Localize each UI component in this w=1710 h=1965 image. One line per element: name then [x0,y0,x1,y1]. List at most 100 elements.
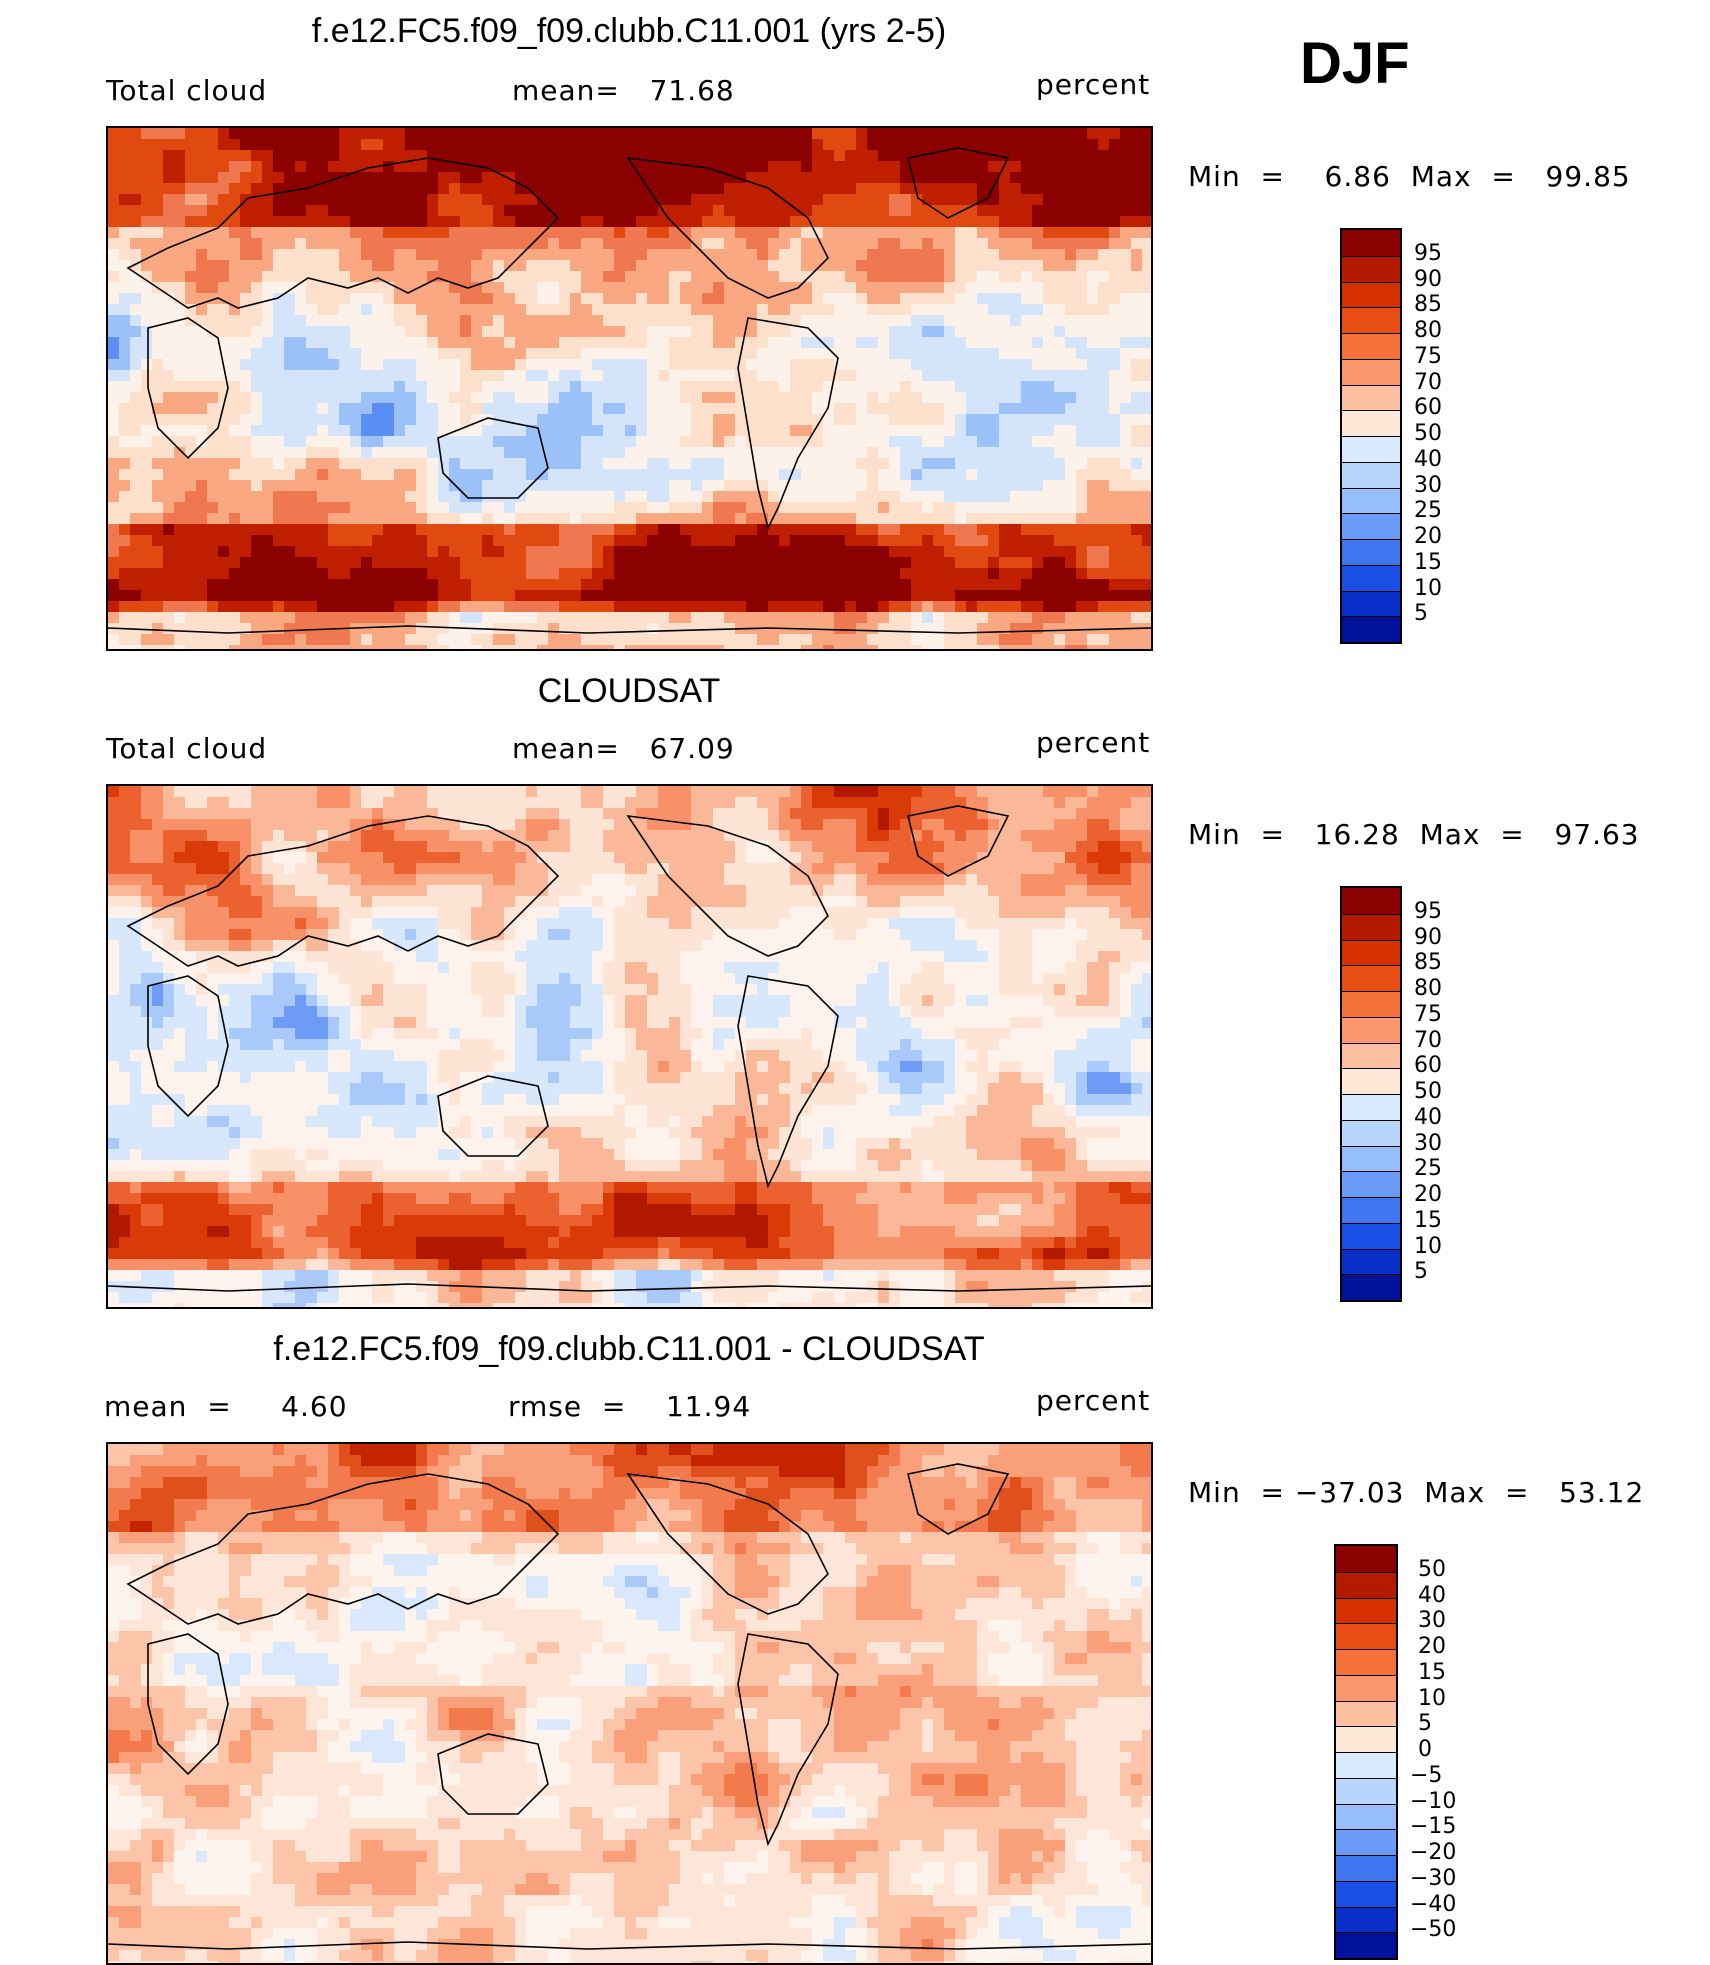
colorbar-tick-label: 10 [1414,1233,1442,1259]
colorbar-labels: 95 90 85 80 75 70 60 50 40 30 25 20 15 10 5 [1414,228,1534,640]
colorbar-segment [1342,539,1400,565]
colorbar [1334,1544,1398,1960]
colorbar-tick-label: 95 [1414,898,1442,924]
contour-field [108,1444,1151,1963]
colorbar-segment [1336,1932,1396,1958]
colorbar-tick-label: −50 [1410,1917,1457,1943]
colorbar-segment [1342,513,1400,539]
colorbar-tick-label: 20 [1414,1182,1442,1207]
colorbar-segment [1342,1068,1400,1094]
colorbar-tick-label: 30 [1418,1608,1446,1634]
colorbar-tick-label: 60 [1414,1053,1442,1079]
map-plot [106,784,1153,1309]
colorbar-tick-label: 70 [1414,369,1442,395]
colorbar-segment [1342,281,1400,308]
colorbar-tick-label: 70 [1414,1027,1442,1053]
colorbar-tick-label: 25 [1414,1156,1442,1182]
colorbar-tick-label: 50 [1414,1079,1442,1104]
colorbar-segment [1336,1777,1396,1804]
min-max-label: Min = 6.86 Max = 99.85 [1188,160,1631,193]
colorbar-tick-label: 60 [1414,395,1442,421]
mean-label: mean = 4.60 [104,1390,348,1423]
colorbar-tick-label: 5 [1414,601,1428,627]
colorbar-labels: 50 40 30 20 15 10 5 0 −5 −10 −15 −20 −30 −40 −50 [1410,1544,1538,1956]
colorbar-segment [1342,888,1400,914]
panel-title: f.e12.FC5.f09_f09.clubb.C11.001 - CLOUDS… [273,1330,985,1368]
colorbar-tick-label: 20 [1418,1634,1446,1659]
colorbar-tick-label: 15 [1414,549,1442,575]
colorbar-segment [1342,1248,1400,1275]
colorbar-segment [1336,1649,1396,1675]
colorbar-segment [1342,358,1400,385]
min-max-label: Min = −37.03 Max = 53.12 [1188,1476,1645,1509]
colorbar-segment [1336,1829,1396,1855]
panel-title: CLOUDSAT [537,672,721,710]
colorbar-tick-label: 30 [1414,1130,1442,1156]
colorbar-segment [1336,1674,1396,1701]
colorbar-tick-label: 10 [1418,1685,1446,1711]
colorbar-tick-label: 50 [1414,421,1442,446]
colorbar-tick-label: 5 [1414,1259,1428,1285]
colorbar-segment [1342,913,1400,940]
colorbar-tick-label: 75 [1414,343,1442,369]
variable-label: Total cloud [106,732,268,765]
colorbar-tick-label: 40 [1414,446,1442,472]
colorbar-segment [1342,1197,1400,1223]
colorbar-segment [1342,1094,1400,1120]
colorbar-segment [1342,991,1400,1017]
units-label: percent [1036,68,1151,101]
colorbar-tick-label: 75 [1414,1001,1442,1027]
colorbar-segment [1342,939,1400,966]
colorbar-tick-label: 10 [1414,575,1442,601]
colorbar-segment [1336,1752,1396,1778]
colorbar-segment [1342,307,1400,333]
colorbar-segment [1342,564,1400,591]
colorbar [1340,228,1402,644]
colorbar-segment [1342,333,1400,359]
colorbar [1340,886,1402,1302]
colorbar-segment [1336,1906,1396,1933]
mean-label: mean= 71.68 [512,74,735,107]
colorbar-tick-label: 20 [1414,524,1442,549]
colorbar-tick-label: 0 [1418,1737,1432,1762]
colorbar-tick-label: 90 [1414,266,1442,292]
colorbar-labels: 95 90 85 80 75 70 60 50 40 30 25 20 15 10 5 [1414,886,1534,1298]
colorbar-tick-label: −5 [1410,1762,1443,1788]
panel-model: f.e12.FC5.f09_f09.clubb.C11.001 (yrs 2-5… [0,0,1710,660]
colorbar-segment [1342,436,1400,462]
contour-field [108,786,1151,1307]
colorbar-tick-label: 80 [1414,318,1442,343]
colorbar-tick-label: −10 [1410,1788,1457,1814]
colorbar-segment [1342,1171,1400,1197]
colorbar-tick-label: 15 [1418,1659,1446,1685]
colorbar-segment [1342,255,1400,282]
colorbar-tick-label: 50 [1418,1556,1446,1582]
colorbar-tick-label: −15 [1410,1814,1457,1840]
colorbar-segment [1342,230,1400,256]
colorbar-segment [1342,616,1400,642]
colorbar-segment [1336,1571,1396,1598]
colorbar-tick-label: 80 [1414,976,1442,1001]
colorbar-tick-label: 5 [1418,1711,1432,1737]
colorbar-segment [1342,1274,1400,1300]
colorbar-segment [1342,965,1400,991]
colorbar-segment [1336,1597,1396,1624]
variable-label: Total cloud [106,74,268,107]
colorbar-segment [1336,1546,1396,1572]
panel-title: f.e12.FC5.f09_f09.clubb.C11.001 (yrs 2-5… [311,12,947,50]
colorbar-segment [1336,1623,1396,1649]
colorbar-segment [1342,410,1400,436]
colorbar-segment [1342,1119,1400,1146]
panel-obs: CLOUDSAT Total cloud mean= 67.09 percent… [106,672,1639,1309]
colorbar-segment [1342,1016,1400,1043]
colorbar-tick-label: 85 [1414,292,1442,318]
contour-field [108,128,1151,649]
colorbar-tick-label: −40 [1410,1891,1457,1917]
map-plot [106,126,1153,651]
colorbar-segment [1336,1726,1396,1752]
map-plot [106,1442,1153,1965]
colorbar-tick-label: −30 [1410,1865,1457,1891]
colorbar-segment [1342,590,1400,617]
colorbar-segment [1342,487,1400,514]
units-label: percent [1036,1384,1151,1417]
